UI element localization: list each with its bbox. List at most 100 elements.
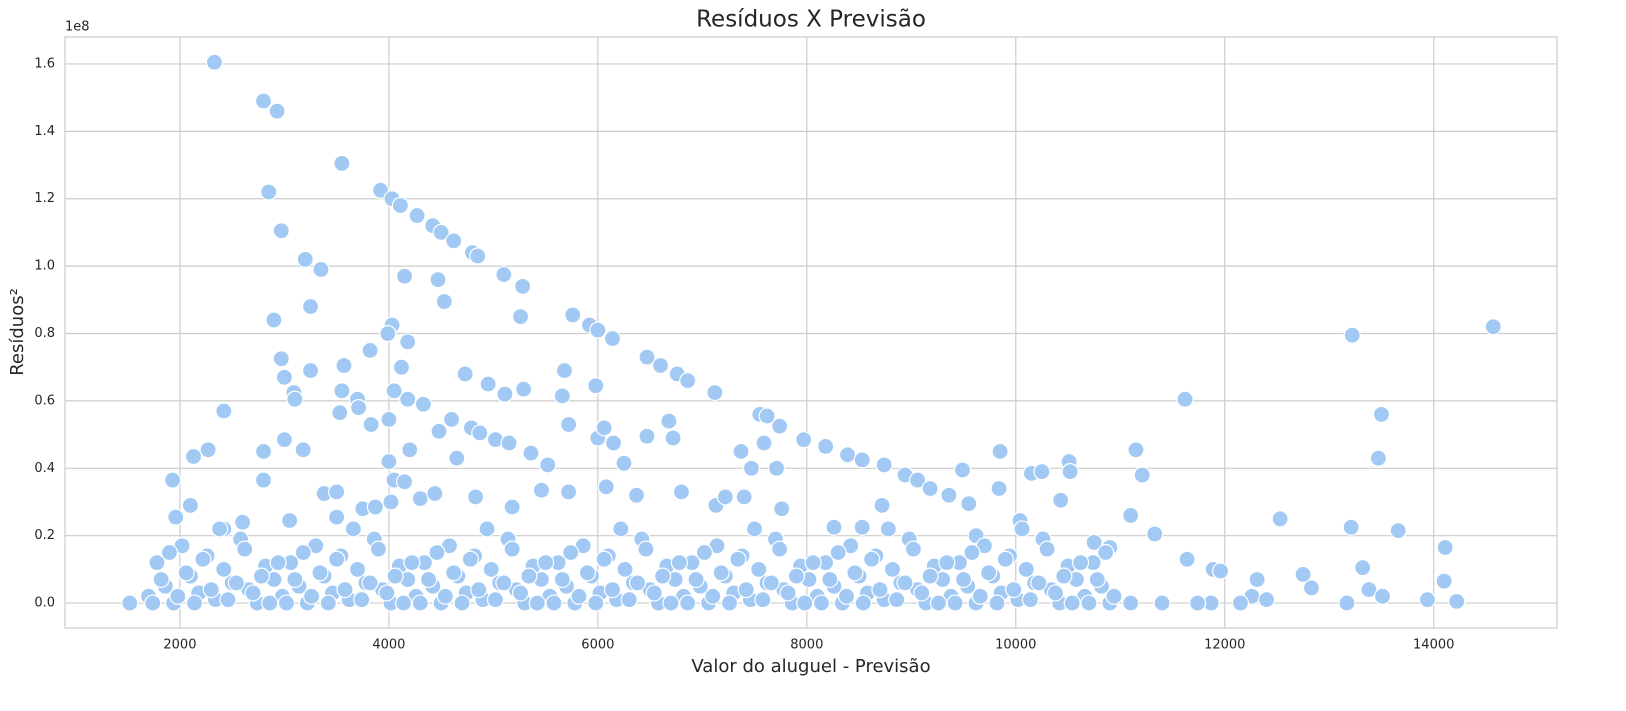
point (980, 564, 998, 582)
point (896, 574, 914, 592)
point (275, 368, 294, 386)
point (445, 232, 463, 250)
point (362, 415, 380, 434)
point (1033, 463, 1051, 481)
point (662, 594, 680, 612)
point (570, 587, 588, 605)
point (184, 447, 203, 466)
point (1343, 326, 1361, 344)
point (401, 441, 419, 459)
point (921, 567, 939, 585)
point (167, 508, 185, 526)
point (737, 580, 755, 599)
point (771, 417, 789, 435)
point (846, 564, 864, 582)
point (1231, 594, 1250, 612)
point (1127, 441, 1145, 459)
point (395, 267, 414, 285)
point (825, 518, 843, 536)
point (754, 591, 772, 609)
point (312, 260, 330, 279)
point (202, 580, 220, 599)
y-tick-label: 0.6 (34, 393, 55, 408)
point (349, 399, 368, 417)
point (908, 471, 927, 489)
point (578, 564, 597, 582)
point (275, 431, 294, 449)
point (638, 348, 656, 366)
point (1354, 559, 1372, 577)
point (1418, 591, 1437, 609)
point (695, 543, 714, 562)
point (254, 442, 273, 461)
point (1372, 405, 1391, 423)
point (448, 449, 466, 467)
point (853, 518, 871, 536)
point (185, 594, 204, 612)
point (399, 333, 417, 351)
point (386, 567, 404, 585)
point (411, 490, 429, 508)
point (871, 580, 889, 599)
point (227, 574, 245, 592)
point (628, 574, 647, 592)
x-axis-label: Valor do aluguel - Previsão (691, 656, 930, 677)
point (482, 560, 500, 578)
point (1052, 491, 1070, 509)
point (758, 407, 776, 425)
point (1061, 463, 1079, 481)
point (432, 223, 450, 242)
point (234, 513, 252, 531)
point (335, 356, 353, 375)
point (595, 419, 613, 437)
point (773, 500, 791, 518)
point (331, 404, 349, 422)
chart-title: Resíduos X Previsão (696, 7, 926, 33)
point (414, 395, 432, 413)
point (553, 387, 571, 405)
point (720, 594, 739, 612)
point (319, 594, 337, 612)
point (528, 594, 546, 612)
y-tick-label: 1.6 (34, 56, 55, 71)
point (272, 222, 290, 240)
point (205, 53, 224, 71)
point (879, 520, 897, 538)
point (762, 574, 780, 592)
point (311, 564, 329, 582)
point (435, 292, 453, 311)
point (875, 456, 893, 474)
point (873, 496, 891, 514)
point (366, 498, 384, 516)
point (160, 543, 179, 562)
point (379, 324, 397, 343)
point (181, 496, 199, 514)
point (520, 567, 538, 585)
point (1188, 594, 1207, 612)
point (729, 550, 747, 568)
point (838, 446, 857, 464)
point (403, 554, 421, 572)
point (478, 520, 496, 538)
point (194, 550, 212, 568)
plot-frame (64, 36, 1558, 629)
point (333, 154, 351, 172)
point (281, 511, 299, 530)
point (1088, 570, 1106, 589)
point (470, 580, 488, 599)
point (1257, 591, 1276, 609)
points (121, 53, 1502, 612)
point (1248, 570, 1266, 589)
point (862, 550, 881, 568)
point (589, 321, 607, 339)
point (904, 540, 922, 558)
point (479, 375, 497, 393)
y-axis-label: Resíduos² (7, 288, 28, 376)
point (796, 594, 814, 612)
point (1005, 580, 1023, 599)
point (638, 427, 656, 445)
x-tick-label: 12000 (1204, 638, 1245, 653)
y-offset-label: 1e8 (65, 20, 90, 35)
point (1435, 572, 1453, 590)
